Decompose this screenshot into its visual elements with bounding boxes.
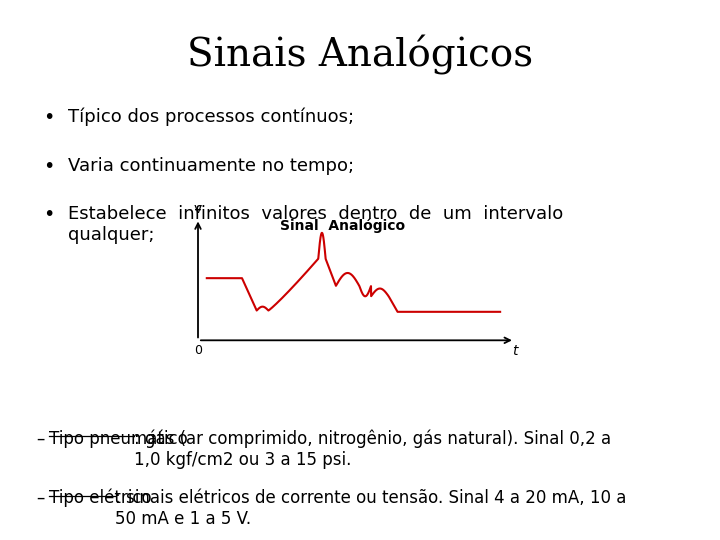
Text: Varia continuamente no tempo;: Varia continuamente no tempo;	[68, 157, 354, 174]
Text: : sinais elétricos de corrente ou tensão. Sinal 4 a 20 mA, 10 a
50 mA e 1 a 5 V.: : sinais elétricos de corrente ou tensão…	[115, 489, 626, 528]
Text: v: v	[194, 202, 202, 216]
Text: Tipo pneumático: Tipo pneumático	[49, 429, 188, 448]
Text: •: •	[43, 157, 55, 176]
Text: •: •	[43, 205, 55, 224]
Text: Sinal  Analógico: Sinal Analógico	[280, 219, 405, 233]
Text: Típico dos processos contínuos;: Típico dos processos contínuos;	[68, 108, 354, 126]
Text: 0: 0	[194, 343, 202, 356]
Text: •: •	[43, 108, 55, 127]
Text: : gás (ar comprimido, nitrogênio, gás natural). Sinal 0,2 a
1,0 kgf/cm2 ou 3 a 1: : gás (ar comprimido, nitrogênio, gás na…	[134, 429, 611, 469]
Text: Sinais Analógicos: Sinais Analógicos	[187, 35, 533, 75]
Text: Tipo elétrico: Tipo elétrico	[49, 489, 152, 507]
Text: –: –	[36, 489, 45, 507]
Text: –: –	[36, 429, 45, 447]
Text: Estabelece  infinitos  valores  dentro  de  um  intervalo
qualquer;: Estabelece infinitos valores dentro de u…	[68, 205, 564, 244]
Text: t: t	[512, 343, 518, 357]
